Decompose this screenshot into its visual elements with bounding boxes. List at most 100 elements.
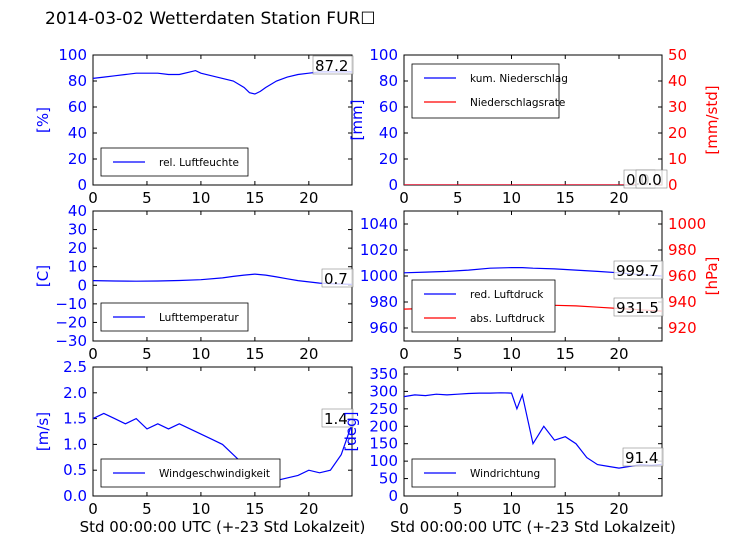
y-axis-label: [C]	[34, 265, 52, 287]
x-tick-label: 5	[453, 189, 463, 207]
annotation-box	[312, 55, 354, 75]
y-axis-label-right: [hPa]	[703, 257, 721, 296]
y-tick-label: 0	[77, 276, 87, 294]
y-tick-label: 2.0	[63, 384, 87, 402]
x-tick-label: 5	[142, 500, 152, 518]
x-tick-label: 10	[502, 345, 521, 363]
y-tick-label: 100	[58, 46, 87, 64]
y-axis-label: [mm]	[348, 100, 366, 141]
annotation-box	[321, 268, 354, 288]
legend: Windrichtung	[411, 458, 556, 488]
y-tick-label: 1040	[360, 215, 398, 233]
annotation-box	[635, 169, 668, 189]
y-tick-label: 60	[68, 98, 87, 116]
y-tick-label: 40	[379, 124, 398, 142]
x-tick-label: 15	[245, 500, 264, 518]
annotation-value: 87.2	[315, 57, 348, 75]
y-tick-label-right: 960	[668, 267, 697, 285]
x-tick-label: 20	[609, 189, 628, 207]
legend-label: Niederschlagsrate	[470, 97, 565, 109]
annotation-box	[622, 447, 664, 467]
panel-precip: 0 5 10 15 20 0 20 40 60 80 100 0 10 20 30 40 50 [mm] [mm/s…	[348, 46, 721, 207]
y-tick-label: 80	[379, 72, 398, 90]
annotation-value: 999.7	[616, 262, 659, 280]
legend-label: Windrichtung	[470, 468, 540, 480]
annotation-box	[321, 408, 354, 428]
x-tick-label: 10	[502, 500, 521, 518]
legend-label: Lufttemperatur	[159, 312, 239, 324]
annotation-box	[613, 260, 664, 280]
series-line-0	[404, 392, 662, 469]
annotation-value: 1.4	[324, 410, 348, 428]
x-tick-label: 20	[299, 189, 318, 207]
y-tick-label: 20	[68, 239, 87, 257]
legend: kum. Niederschlag Niederschlagsrate	[411, 63, 568, 119]
y-tick-label: 100	[369, 452, 398, 470]
y-tick-label-right: 0	[668, 176, 678, 194]
x-tick-label: 15	[245, 189, 264, 207]
y-tick-label: 960	[369, 319, 398, 337]
series-line-0	[93, 69, 352, 95]
x-tick-label: 20	[609, 500, 628, 518]
y-tick-label: 0	[388, 176, 398, 194]
x-tick-label: 5	[142, 345, 152, 363]
series-line-0	[93, 273, 352, 285]
legend-label: kum. Niederschlag	[470, 73, 568, 85]
y-tick-label: 2.5	[63, 358, 87, 376]
y-tick-label: 0	[388, 487, 398, 505]
legend-label: Windgeschwindigkeit	[159, 468, 270, 480]
y-tick-label: 150	[369, 435, 398, 453]
y-axis-label: [m/s]	[34, 412, 52, 451]
annotation-box	[613, 297, 664, 317]
y-tick-label: 250	[369, 400, 398, 418]
y-tick-label: 50	[379, 470, 398, 488]
x-tick-label: 20	[299, 345, 318, 363]
y-tick-label-right: 30	[668, 98, 687, 116]
y-tick-label-right: 20	[668, 124, 687, 142]
y-tick-label: −10	[55, 295, 87, 313]
x-tick-label: 0	[399, 500, 409, 518]
axes-frame	[92, 366, 353, 497]
annotation-value: 91.4	[625, 449, 658, 467]
legend: Windgeschwindigkeit	[100, 458, 281, 488]
x-tick-label: 20	[609, 345, 628, 363]
x-tick-label: 10	[191, 345, 210, 363]
y-tick-label: 60	[379, 98, 398, 116]
x-tick-label: 15	[556, 189, 575, 207]
legend-box	[411, 63, 560, 119]
y-tick-label-right: 50	[668, 46, 687, 64]
x-tick-label: 5	[453, 345, 463, 363]
y-tick-label: 10	[68, 258, 87, 276]
y-tick-label: 980	[369, 293, 398, 311]
x-tick-label: 10	[191, 189, 210, 207]
y-tick-label: 100	[369, 46, 398, 64]
x-tick-label: 15	[245, 345, 264, 363]
x-tick-label: 0	[399, 189, 409, 207]
y-tick-label: 350	[369, 365, 398, 383]
y-axis-label-right: [mm/std]	[703, 85, 721, 154]
y-tick-label-right: 920	[668, 319, 697, 337]
panel-windspeed: 0 5 10 15 20 0.0 0.5 1.0 1.5 2.0 2.5 [m/s] Std 00:00…	[34, 358, 365, 536]
x-tick-label: 0	[399, 345, 409, 363]
y-tick-label: 0	[77, 176, 87, 194]
x-tick-label: 0	[88, 345, 98, 363]
y-tick-label: 30	[68, 221, 87, 239]
axes-frame	[403, 366, 663, 497]
series-line-0	[93, 412, 352, 482]
y-tick-label: 0.0	[63, 487, 87, 505]
x-tick-label: 15	[556, 345, 575, 363]
x-tick-label: 10	[502, 189, 521, 207]
y-tick-label: 20	[379, 150, 398, 168]
y-tick-label-right: 1000	[668, 215, 706, 233]
y-tick-label-right: 940	[668, 293, 697, 311]
legend-box	[411, 279, 556, 333]
y-tick-label: −30	[55, 332, 87, 350]
y-tick-label: 20	[68, 150, 87, 168]
legend: rel. Luftfeuchte	[100, 147, 249, 177]
y-tick-label: 40	[68, 124, 87, 142]
annotation-value: 0.0	[638, 171, 662, 189]
axes-frame	[92, 54, 353, 186]
y-tick-label-right: 40	[668, 72, 687, 90]
